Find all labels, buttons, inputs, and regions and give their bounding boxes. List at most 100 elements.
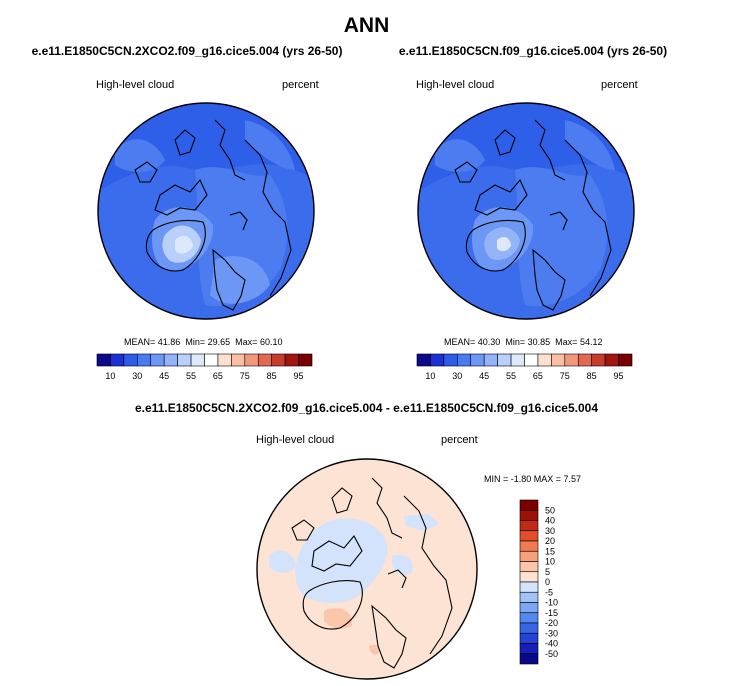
panel2-colorbar: 10 30 45 55 65 75 85 95 <box>416 353 633 381</box>
panel2-colorbar-swatch <box>497 353 512 367</box>
panel1-colorbar-swatch <box>298 353 313 367</box>
panel2-colorbar-swatch <box>577 353 592 367</box>
diff-variable-label: High-level cloud <box>256 434 335 446</box>
panel2-colorbar-tick-label: 10 <box>425 371 435 381</box>
panel2-colorbar-tick-label: 95 <box>614 371 624 381</box>
panel1-min-label: Min= <box>185 337 206 347</box>
panel2-colorbar-tick-label: 65 <box>533 371 543 381</box>
panel2-colorbar-swatch <box>537 353 552 367</box>
diff-colorbar-swatch <box>519 550 539 562</box>
panel1-colorbar-tick-label: 10 <box>105 371 115 381</box>
panel2-colorbar-swatch <box>483 353 498 367</box>
panel2-colorbar-swatch <box>604 353 619 367</box>
diff-colorbar-tick-label: -10 <box>545 598 558 608</box>
panel1-colorbar: 10 30 45 55 65 75 85 95 <box>96 353 313 381</box>
panel2-mean-value: 40.30 <box>477 337 501 347</box>
panel2-colorbar-swatch <box>564 353 579 367</box>
diff-colorbar-swatch <box>519 530 539 542</box>
panel1-max-value: 60.10 <box>259 337 283 347</box>
panel1-case-title: e.e11.E1850C5CN.2XCO2.f09_g16.cice5.004 … <box>31 44 343 58</box>
panel1-colorbar-swatch <box>204 353 219 367</box>
diff-colorbar-tick-label: 50 <box>545 505 555 515</box>
panel2-colorbar-swatch <box>510 353 525 367</box>
panel1-stats: MEAN= 41.86 Min= 29.65 Max= 60.10 <box>124 337 282 347</box>
panel2-colorbar-tick-label: 75 <box>560 371 570 381</box>
panel1-colorbar-swatch <box>284 353 299 367</box>
panel2-colorbar-swatch <box>430 353 445 367</box>
panel1-mean-label: MEAN= <box>124 337 156 347</box>
diff-colorbar-tick-label: -30 <box>545 628 558 638</box>
diff-colorbar-tick-label: 20 <box>545 536 555 546</box>
diff-colorbar-swatch <box>519 632 539 644</box>
panel1-colorbar-swatch <box>244 353 259 367</box>
panel2-max-value: 54.12 <box>579 337 603 347</box>
diff-colorbar-swatch <box>519 612 539 624</box>
panel1-colorbar-swatch <box>163 353 178 367</box>
diff-colorbar-tick-label: -20 <box>545 618 558 628</box>
panel2-colorbar-swatch <box>618 353 633 367</box>
panel1-colorbar-swatch <box>96 353 111 367</box>
panel2-colorbar-swatch <box>457 353 472 367</box>
panel1-max-label: Max= <box>235 337 258 347</box>
diff-units-label: percent <box>441 434 478 446</box>
diff-polar-map <box>256 458 478 680</box>
panel2-case-title: e.e11.E1850C5CN.f09_g16.cice5.004 (yrs 2… <box>398 44 668 58</box>
panel1-colorbar-swatch <box>123 353 138 367</box>
panel2-max-label: Max= <box>555 337 578 347</box>
panel2-min-label: Min= <box>505 337 526 347</box>
diff-colorbar-tick-label: 0 <box>545 577 550 587</box>
panel1-units-label: percent <box>282 79 319 91</box>
panel2-colorbar-swatch <box>416 353 431 367</box>
panel1-colorbar-swatch <box>137 353 152 367</box>
panel2-mean-label: MEAN= <box>444 337 476 347</box>
panel1-colorbar-swatch <box>217 353 232 367</box>
diff-colorbar-tick-label: 10 <box>545 557 555 567</box>
diff-colorbar-swatch <box>519 643 539 655</box>
panel1-colorbar-tick-label: 75 <box>240 371 250 381</box>
panel2-colorbar-tick-label: 55 <box>506 371 516 381</box>
diff-colorbar-swatch <box>519 499 539 511</box>
diff-colorbar-tick-label: -50 <box>545 649 558 659</box>
panel2-units-label: percent <box>601 79 638 91</box>
panel1-min-value: 29.65 <box>207 337 231 347</box>
panel2-colorbar-swatch <box>470 353 485 367</box>
diff-colorbar-swatch <box>519 622 539 634</box>
panel2-variable-label: High-level cloud <box>416 79 495 91</box>
diff-colorbar-swatch <box>519 520 539 532</box>
panel1-colorbar-tick-label: 55 <box>186 371 196 381</box>
panel2-polar-map <box>417 102 635 320</box>
panel1-colorbar-tick-label: 45 <box>159 371 169 381</box>
panel2-min-value: 30.85 <box>527 337 551 347</box>
panel2-colorbar-swatch <box>551 353 566 367</box>
diff-colorbar-swatch <box>519 653 539 665</box>
panel2-stats: MEAN= 40.30 Min= 30.85 Max= 54.12 <box>444 337 602 347</box>
diff-colorbar-tick-label: 30 <box>545 526 555 536</box>
diff-colorbar-tick-label: -40 <box>545 639 558 649</box>
panel2-colorbar-swatch <box>443 353 458 367</box>
panel1-colorbar-swatch <box>257 353 272 367</box>
diff-case-title: e.e11.E1850C5CN.2XCO2.f09_g16.cice5.004 … <box>135 401 598 415</box>
panel2-colorbar-tick-label: 30 <box>452 371 462 381</box>
page-title: ANN <box>343 14 390 37</box>
diff-colorbar-swatch <box>519 509 539 521</box>
panel1-colorbar-swatch <box>177 353 192 367</box>
panel1-colorbar-swatch <box>110 353 125 367</box>
diff-colorbar-swatch <box>519 571 539 583</box>
diff-colorbar-swatch <box>519 540 539 552</box>
panel1-colorbar-swatch <box>231 353 246 367</box>
diff-colorbar-tick-label: 40 <box>545 516 555 526</box>
panel1-colorbar-tick-label: 30 <box>132 371 142 381</box>
panel1-colorbar-tick-label: 95 <box>294 371 304 381</box>
diff-colorbar-tick-label: -15 <box>545 608 558 618</box>
panel1-colorbar-swatch <box>271 353 286 367</box>
diff-colorbar-swatch <box>519 581 539 593</box>
panel1-colorbar-swatch <box>190 353 205 367</box>
diff-colorbar-swatch <box>519 602 539 614</box>
panel1-polar-map <box>97 102 315 320</box>
diff-colorbar-tick-label: 5 <box>545 567 550 577</box>
diff-colorbar-swatch <box>519 561 539 573</box>
panel1-mean-value: 41.86 <box>157 337 181 347</box>
panel1-variable-label: High-level cloud <box>96 79 175 91</box>
diff-colorbar-tick-label: -5 <box>545 587 553 597</box>
